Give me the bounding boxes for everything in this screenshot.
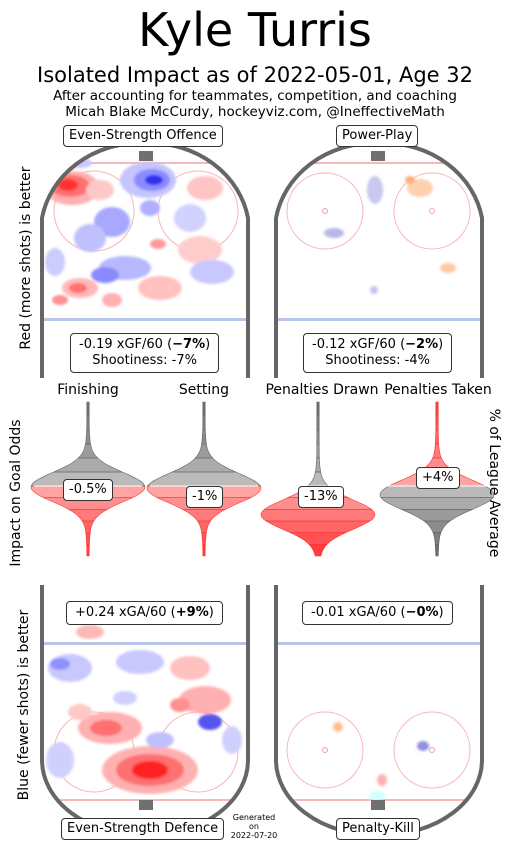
violin-band — [401, 509, 473, 522]
stat-powerplay-main: -0.12 xGF/60 ( — [312, 337, 406, 352]
side-label-impact: Impact on Goal Odds — [8, 419, 24, 567]
violin-band — [308, 544, 328, 557]
violin-band — [53, 457, 123, 473]
shot-density-powerplay — [324, 176, 456, 294]
note-adjustment: After accounting for teammates, competit… — [53, 88, 457, 104]
violin-band — [434, 544, 440, 557]
violin-band — [146, 471, 262, 487]
shot-density-penalty-kill — [333, 722, 429, 801]
stat-powerplay-close: ) — [438, 337, 444, 352]
violin-band — [202, 415, 206, 431]
category-label-finishing: Finishing — [57, 382, 119, 398]
violin-band — [435, 415, 439, 431]
stat-ev-offence-pct: −7% — [172, 337, 206, 352]
stat-ev-defence: +0.24 xGA/60 (+9%) — [66, 601, 223, 625]
violin-band — [432, 443, 442, 459]
violin-band — [81, 520, 95, 533]
violin-band — [290, 532, 346, 545]
stat-powerplay: -0.12 xGF/60 (−2%) Shootiness: -4% — [303, 333, 453, 373]
violin-band — [194, 443, 214, 459]
side-label-red-better: Red (more shots) is better — [18, 166, 34, 350]
violin-band — [196, 520, 212, 533]
stat-ev-offence-main: -0.19 xGF/60 ( — [79, 337, 173, 352]
label-penalty-kill: Penalty-Kill — [336, 818, 420, 840]
rink-ev-offence — [42, 151, 248, 321]
value-label-penalties-taken: +4% — [416, 467, 460, 489]
stat-ev-defence-main: +0.24 xGA/60 ( — [75, 605, 176, 620]
value-label-setting: -1% — [186, 486, 224, 508]
stat-penalty-kill: -0.01 xGA/60 (−0%) — [302, 601, 453, 625]
violin-band — [77, 443, 99, 459]
stat-penalty-kill-main: -0.01 xGA/60 ( — [311, 605, 406, 620]
rink-powerplay — [276, 151, 482, 321]
violin-band — [86, 415, 90, 431]
stat-ev-offence: -0.19 xGF/60 (−7%) Shootiness: -7% — [70, 333, 220, 373]
rink-penalty-kill — [276, 642, 482, 810]
violin-band — [380, 497, 494, 510]
violin-band — [85, 429, 91, 445]
stat-ev-defence-close: ) — [208, 605, 214, 620]
page-title: Kyle Turris — [138, 3, 372, 57]
category-label-penalties-drawn: Penalties Drawn — [265, 382, 379, 398]
violin-band — [86, 401, 90, 417]
value-label-finishing: -0.5% — [63, 479, 113, 501]
violin-band — [202, 544, 206, 557]
label-ev-defence: Even-Strength Defence — [61, 818, 225, 840]
violin-band — [85, 532, 91, 545]
shot-density-ev-offence — [44, 158, 234, 307]
generated-line2: on — [249, 822, 259, 831]
side-label-league-average: % of League Average — [486, 408, 502, 558]
violin-band — [316, 401, 320, 417]
label-powerplay: Power-Play — [336, 125, 419, 147]
violin-band — [316, 415, 320, 431]
rink-ev-defence — [42, 625, 248, 810]
generated-note: Generated on 2022-07-20 — [226, 813, 282, 840]
violin-plots — [30, 401, 495, 557]
violin-band — [316, 443, 320, 459]
note-author: Micah Blake McCurdy, hockeyviz.com, @Ine… — [65, 104, 445, 120]
violin-band — [181, 509, 227, 522]
violin-band — [172, 457, 236, 473]
stat-ev-offence-shootiness: Shootiness: -7% — [92, 353, 197, 368]
stat-powerplay-shootiness: Shootiness: -4% — [325, 353, 430, 368]
stat-ev-defence-pct: +9% — [175, 605, 209, 620]
violin-band — [435, 401, 439, 417]
violin-band — [202, 401, 206, 417]
violin-band — [316, 429, 320, 445]
shot-density-ev-defence — [46, 625, 242, 794]
stat-ev-offence-close: ) — [205, 337, 211, 352]
violin-band — [201, 429, 207, 445]
violin-band — [260, 509, 376, 522]
violin-band — [86, 544, 90, 557]
category-label-setting: Setting — [178, 382, 230, 398]
category-label-penalties-taken: Penalties Taken — [384, 382, 492, 398]
stat-penalty-kill-close: ) — [438, 605, 444, 620]
generated-date: 2022-07-20 — [230, 831, 278, 840]
generated-line1: Generated — [232, 813, 276, 822]
label-ev-offence: Even-Strength Offence — [63, 125, 223, 147]
violin-band — [432, 532, 442, 545]
violin-band — [307, 471, 329, 487]
violin-band — [434, 429, 440, 445]
violin-band — [67, 509, 109, 522]
value-label-penalties-drawn: -13% — [298, 486, 344, 508]
violin-band — [423, 520, 451, 533]
side-label-blue-better: Blue (fewer shots) is better — [16, 609, 32, 801]
violin-band — [314, 457, 322, 473]
stat-penalty-kill-pct: −0% — [405, 605, 439, 620]
page-subtitle: Isolated Impact as of 2022-05-01, Age 32 — [37, 63, 473, 87]
violin-penalties-drawn — [260, 401, 376, 557]
violin-band — [264, 520, 372, 533]
violin-setting — [146, 401, 262, 557]
violin-band — [201, 532, 207, 545]
stat-powerplay-pct: −2% — [405, 337, 439, 352]
